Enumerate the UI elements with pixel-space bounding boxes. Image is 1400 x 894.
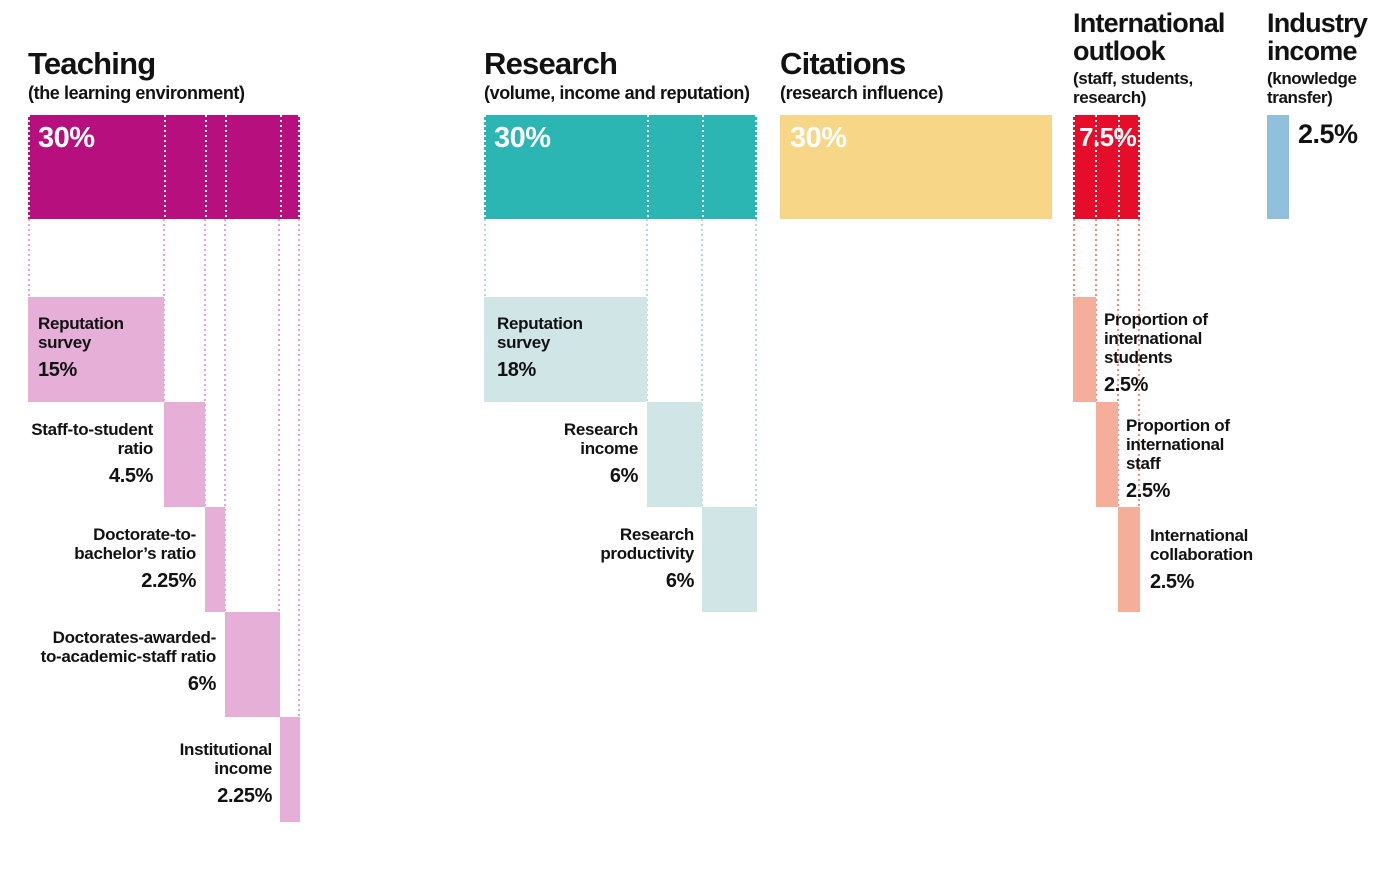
- teaching-sub-block-staff-student-ratio: [164, 402, 205, 507]
- guide-dotted-line: [204, 219, 206, 507]
- divider-dotted-line: [1073, 115, 1075, 219]
- sub-label-text: Proportion of international staff: [1126, 416, 1230, 474]
- guide-dotted-line: [278, 219, 280, 717]
- divider-dotted-line: [484, 115, 486, 219]
- sub-label-staff-student-ratio: Staff-to-student ratio 4.5%: [13, 420, 153, 487]
- research-sub-block-reputation-survey: [484, 297, 647, 402]
- industry-income-subtitle: (knowledge transfer): [1267, 69, 1357, 107]
- guide-dotted-line: [646, 219, 648, 402]
- guide-dotted-line: [1095, 219, 1097, 402]
- citations-main-bar: 30%: [780, 115, 1052, 219]
- industry-income-main-bar: [1267, 115, 1289, 219]
- teaching-sub-block-doctorate-bachelor-ratio: [205, 507, 225, 612]
- divider-dotted-line: [225, 115, 227, 219]
- international-sub-block-collaboration: [1118, 507, 1140, 612]
- sub-label-international-collaboration: International collaboration 2.5%: [1150, 526, 1285, 593]
- research-main-bar: 30%: [484, 115, 757, 219]
- sub-label-pct: 18%: [497, 359, 536, 382]
- sub-label-text: Research productivity: [600, 525, 694, 564]
- divider-dotted-line: [1118, 115, 1120, 219]
- teaching-main-bar: 30%: [28, 115, 300, 219]
- sub-label-text: Institutional income: [179, 740, 273, 779]
- sub-label-pct: 6%: [187, 673, 217, 696]
- divider-dotted-line: [205, 115, 207, 219]
- divider-dotted-line: [164, 115, 166, 219]
- research-title: Research: [484, 46, 618, 81]
- teaching-sub-block-institutional-income: [280, 717, 300, 822]
- guide-dotted-line: [1073, 219, 1075, 297]
- research-sub-block-research-productivity: [702, 507, 757, 612]
- international-outlook-subtitle: (staff, students, research): [1073, 69, 1193, 107]
- teaching-sub-block-reputation-survey: [28, 297, 164, 402]
- sub-label-research-income: Research income 6%: [538, 420, 639, 488]
- divider-dotted-line: [1138, 115, 1140, 219]
- sub-label-research-productivity: Research productivity 6%: [564, 525, 694, 592]
- guide-dotted-line: [1117, 219, 1119, 507]
- international-outlook-weight-label: 7.5%: [1079, 122, 1137, 152]
- sub-label-pct: 2.5%: [1104, 374, 1148, 397]
- sub-label-text: Staff-to-student ratio: [31, 420, 153, 459]
- sub-label-doctorates-awarded-ratio: Doctorates-awarded-to-academic-staff rat…: [36, 628, 217, 696]
- citations-subtitle: (research influence): [780, 83, 944, 103]
- international-sub-block-staff: [1096, 402, 1118, 507]
- guide-dotted-line: [484, 219, 486, 297]
- sub-label-text: Reputation survey: [497, 314, 583, 353]
- sub-label-pct: 2.25%: [217, 785, 272, 808]
- divider-dotted-line: [647, 115, 649, 219]
- divider-dotted-line: [280, 115, 282, 219]
- divider-dotted-line: [1095, 115, 1097, 219]
- teaching-subtitle: (the learning environment): [28, 83, 245, 103]
- sub-label-institutional-income: Institutional income 2.25%: [142, 740, 273, 808]
- sub-label-research-reputation-survey: Reputation survey 18%: [497, 314, 609, 381]
- guide-dotted-line: [1138, 219, 1140, 507]
- teaching-title: Teaching: [28, 46, 156, 81]
- guide-dotted-line: [701, 219, 703, 507]
- teaching-weight-label: 30%: [38, 122, 95, 154]
- sub-label-pct: 2.5%: [1126, 480, 1170, 503]
- sub-label-pct: 2.5%: [1150, 571, 1194, 594]
- research-weight-label: 30%: [494, 122, 551, 154]
- sub-label-international-staff: Proportion of international staff 2.5%: [1126, 416, 1246, 502]
- sub-label-pct: 2.25%: [141, 570, 196, 593]
- international-outlook-main-bar: 7.5%: [1073, 115, 1140, 219]
- sub-label-doctorate-bachelor-ratio: Doctorate-to-bachelor’s ratio 2.25%: [46, 525, 196, 592]
- sub-label-pct: 15%: [38, 359, 77, 382]
- sub-label-text: Doctorates-awarded-to-academic-staff rat…: [40, 628, 217, 667]
- industry-income-weight-label: 2.5%: [1298, 119, 1358, 149]
- sub-label-pct: 6%: [665, 570, 695, 593]
- divider-dotted-line: [755, 115, 757, 219]
- guide-dotted-line: [298, 219, 300, 717]
- sub-label-pct: 6%: [609, 465, 639, 488]
- citations-weight-label: 30%: [790, 122, 847, 154]
- international-outlook-title: International outlook: [1073, 8, 1225, 66]
- divider-dotted-line: [28, 115, 30, 219]
- industry-income-title: Industry income: [1267, 8, 1368, 66]
- divider-dotted-line: [702, 115, 704, 219]
- sub-label-text: Research income: [563, 420, 638, 459]
- guide-dotted-line: [163, 219, 165, 402]
- sub-label-text: Reputation survey: [38, 314, 124, 353]
- sub-label-text: Doctorate-to-bachelor’s ratio: [74, 525, 196, 564]
- guide-dotted-line: [224, 219, 226, 612]
- sub-label-international-students: Proportion of international students 2.5…: [1104, 310, 1224, 396]
- citations-title: Citations: [780, 46, 906, 81]
- research-subtitle: (volume, income and reputation): [484, 83, 750, 103]
- sub-label-text: Proportion of international students: [1104, 310, 1208, 368]
- research-sub-block-research-income: [647, 402, 702, 507]
- guide-dotted-line: [755, 219, 757, 507]
- sub-label-text: International collaboration: [1150, 526, 1253, 565]
- teaching-sub-block-doctorates-awarded-ratio: [225, 612, 280, 717]
- sub-label-reputation-survey: Reputation survey 15%: [38, 314, 150, 381]
- sub-label-pct: 4.5%: [109, 465, 153, 488]
- international-sub-block-students: [1073, 297, 1096, 402]
- divider-dotted-line: [298, 115, 300, 219]
- guide-dotted-line: [28, 219, 30, 297]
